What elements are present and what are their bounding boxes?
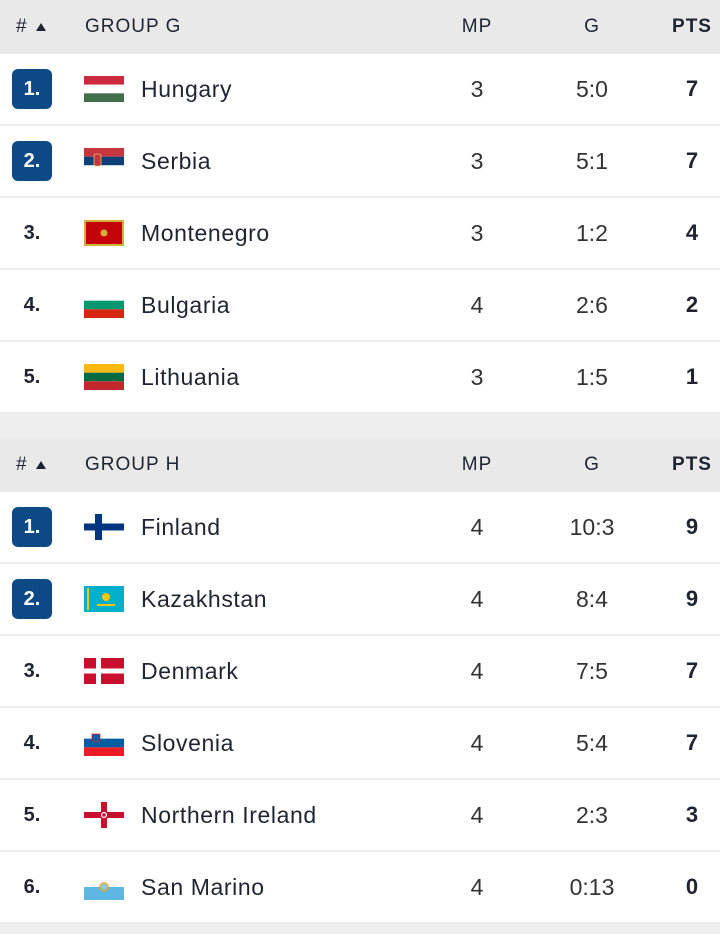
matches-played: 4	[470, 513, 484, 540]
denmark-flag-icon	[84, 658, 124, 684]
goals: 2:3	[576, 801, 608, 828]
rank-badge: 2.	[12, 141, 52, 181]
rank-badge: 6.	[23, 875, 41, 898]
san-marino-flag-icon	[84, 874, 124, 900]
matches-played: 4	[470, 729, 484, 756]
rank-badge: 2.	[12, 579, 52, 619]
group-divider	[0, 414, 720, 438]
goals-header[interactable]: G	[584, 454, 600, 475]
points: 7	[685, 658, 699, 683]
rank-badge: 1.	[12, 69, 52, 109]
points: 2	[685, 292, 699, 317]
group-g-table: # GROUP G MP G PTS 1. Hungary 3 5:0 7 2.	[0, 0, 720, 414]
table-row[interactable]: 4. Slovenia 4 5:4 7	[0, 708, 720, 780]
table-row[interactable]: 4. Bulgaria 4 2:6 2	[0, 270, 720, 342]
matches-played: 4	[470, 585, 484, 612]
sort-ascending-icon	[35, 461, 46, 469]
rank-sort-header[interactable]: #	[0, 16, 85, 38]
points-header[interactable]: PTS	[672, 16, 712, 37]
hungary-flag-icon	[84, 76, 124, 102]
serbia-flag-icon	[84, 148, 124, 174]
matches-played: 3	[470, 75, 484, 102]
points: 1	[685, 364, 699, 389]
points: 7	[685, 148, 699, 173]
rank-sort-header[interactable]: #	[0, 454, 85, 476]
rank-badge: 4.	[23, 293, 41, 316]
lithuania-flag-icon	[84, 364, 124, 390]
montenegro-flag-icon	[84, 220, 124, 246]
rank-badge: 5.	[23, 803, 41, 826]
points: 9	[685, 586, 699, 611]
mp-header[interactable]: MP	[461, 454, 493, 475]
goals: 7:5	[576, 657, 608, 684]
table-row[interactable]: 2. Serbia 3 5:1 7	[0, 126, 720, 198]
table-row[interactable]: 1. Finland 4 10:3 9	[0, 492, 720, 564]
team-name[interactable]: Kazakhstan	[141, 585, 268, 612]
goals: 0:13	[569, 873, 615, 900]
sort-ascending-icon	[35, 23, 46, 31]
team-name[interactable]: Denmark	[141, 657, 239, 684]
goals: 5:0	[576, 75, 608, 102]
team-name[interactable]: Slovenia	[141, 729, 235, 756]
matches-played: 3	[470, 219, 484, 246]
table-row[interactable]: 3. Montenegro 3 1:2 4	[0, 198, 720, 270]
matches-played: 4	[470, 873, 484, 900]
goals: 10:3	[569, 513, 615, 540]
rank-header-label: #	[16, 454, 28, 475]
table-row[interactable]: 2. Kazakhstan 4 8:4 9	[0, 564, 720, 636]
rank-header-label: #	[16, 16, 28, 37]
team-name[interactable]: Northern Ireland	[141, 801, 317, 828]
group-title: GROUP H	[85, 454, 181, 475]
matches-played: 4	[470, 801, 484, 828]
team-name[interactable]: Finland	[141, 513, 221, 540]
northern-ireland-flag-icon	[84, 802, 124, 828]
points: 3	[685, 802, 699, 827]
goals: 1:5	[576, 363, 608, 390]
points: 4	[685, 220, 699, 245]
finland-flag-icon	[84, 514, 124, 540]
matches-played: 4	[470, 657, 484, 684]
table-row[interactable]: 1. Hungary 3 5:0 7	[0, 54, 720, 126]
goals: 8:4	[576, 585, 608, 612]
team-name[interactable]: San Marino	[141, 873, 265, 900]
team-name[interactable]: Serbia	[141, 147, 212, 174]
table-row[interactable]: 6. San Marino 4 0:13 0	[0, 852, 720, 924]
rank-badge: 4.	[23, 731, 41, 754]
rank-badge: 3.	[23, 659, 41, 682]
group-h-header: # GROUP H MP G PTS	[0, 438, 720, 492]
team-name[interactable]: Bulgaria	[141, 291, 231, 318]
group-g-header: # GROUP G MP G PTS	[0, 0, 720, 54]
team-name[interactable]: Lithuania	[141, 363, 240, 390]
group-h-table: # GROUP H MP G PTS 1. Finland 4 10:3 9 2…	[0, 438, 720, 924]
table-row[interactable]: 5. Northern Ireland 4 2:3 3	[0, 780, 720, 852]
matches-played: 3	[470, 147, 484, 174]
team-name[interactable]: Hungary	[141, 75, 233, 102]
goals: 1:2	[576, 219, 608, 246]
matches-played: 3	[470, 363, 484, 390]
points-header[interactable]: PTS	[672, 454, 712, 475]
slovenia-flag-icon	[84, 730, 124, 756]
rank-badge: 1.	[12, 507, 52, 547]
goals: 2:6	[576, 291, 608, 318]
table-row[interactable]: 5. Lithuania 3 1:5 1	[0, 342, 720, 414]
matches-played: 4	[470, 291, 484, 318]
goals-header[interactable]: G	[584, 16, 600, 37]
points: 7	[685, 730, 699, 755]
bulgaria-flag-icon	[84, 292, 124, 318]
rank-badge: 5.	[23, 365, 41, 388]
goals: 5:1	[576, 147, 608, 174]
points: 0	[685, 874, 699, 899]
kazakhstan-flag-icon	[84, 586, 124, 612]
points: 7	[685, 76, 699, 101]
mp-header[interactable]: MP	[461, 16, 493, 37]
table-row[interactable]: 3. Denmark 4 7:5 7	[0, 636, 720, 708]
team-name[interactable]: Montenegro	[141, 219, 270, 246]
group-title: GROUP G	[85, 16, 182, 37]
points: 9	[685, 514, 699, 539]
goals: 5:4	[576, 729, 608, 756]
rank-badge: 3.	[23, 221, 41, 244]
